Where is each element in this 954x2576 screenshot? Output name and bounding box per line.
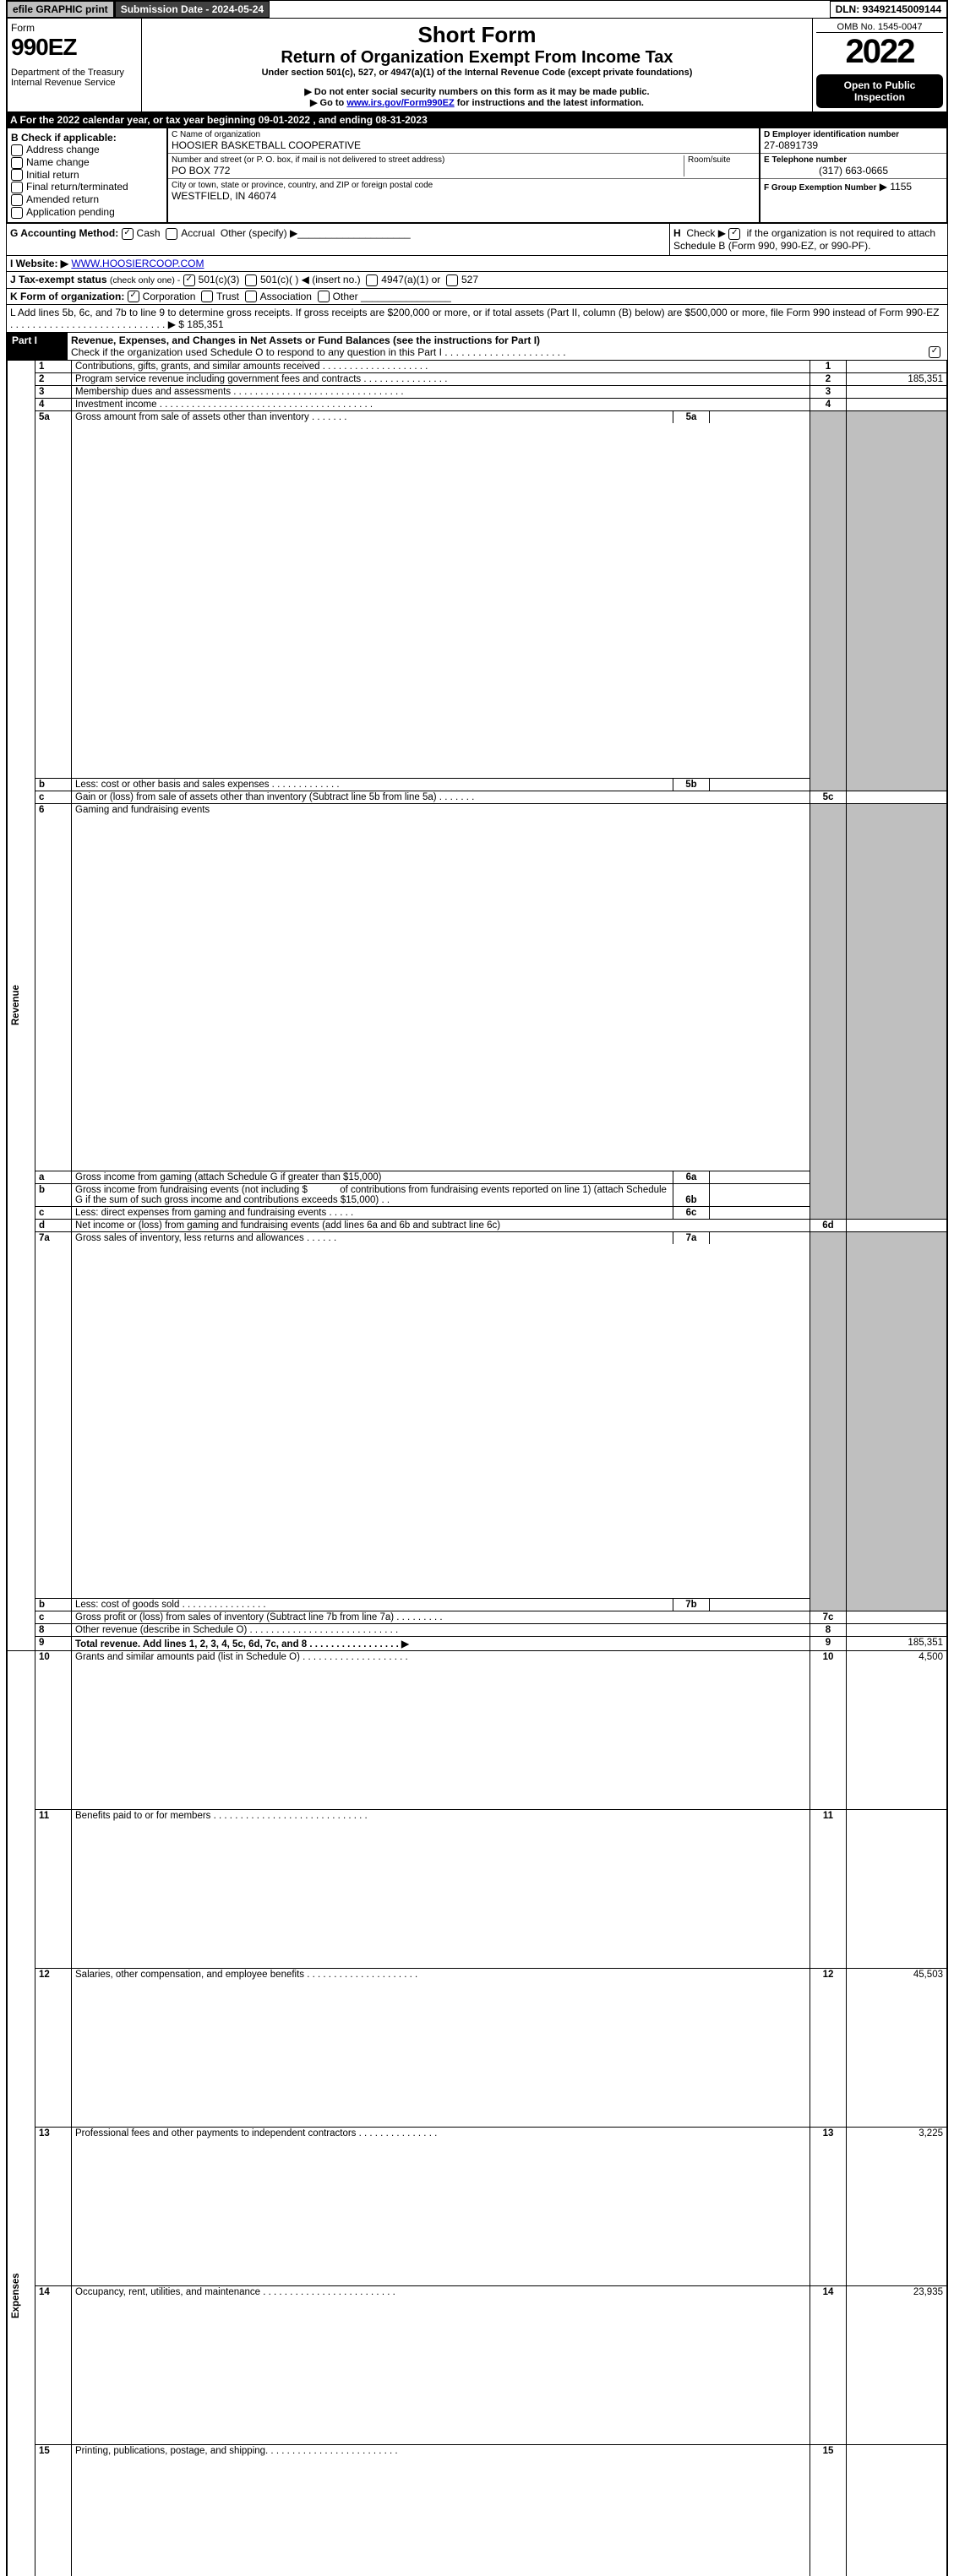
part-i-table: Revenue 1 Contributions, gifts, grants, … <box>7 360 947 2576</box>
chk-4947[interactable] <box>366 274 378 286</box>
goto-line: ▶ Go to www.irs.gov/Form990EZ for instru… <box>145 97 809 108</box>
section-h: H Check ▶ if the organization is not req… <box>669 224 947 255</box>
section-def: D Employer identification number 27-0891… <box>760 128 947 223</box>
line-7a-sub-amount <box>710 1232 810 1244</box>
efile-print-label: efile GRAPHIC print <box>7 1 115 18</box>
irs-link[interactable]: www.irs.gov/Form990EZ <box>346 98 454 108</box>
chk-h[interactable] <box>728 228 740 240</box>
line-7b-sub-amount <box>710 1599 810 1611</box>
chk-name-change[interactable]: Name change <box>11 156 163 169</box>
line-6a-sub-amount <box>710 1171 810 1183</box>
expenses-side-label: Expenses <box>8 1651 35 2576</box>
line-6d-amount <box>847 1219 947 1231</box>
line-3-amount <box>847 386 947 399</box>
org-name: HOOSIER BASKETBALL COOPERATIVE <box>172 139 755 151</box>
section-j: J Tax-exempt status (check only one) - 5… <box>7 271 947 288</box>
line-6c-sub-amount <box>710 1207 810 1219</box>
ein-value: 27-0891739 <box>764 139 943 151</box>
chk-cash[interactable] <box>122 228 134 240</box>
line-10-amount: 4,500 <box>847 1651 947 1810</box>
revenue-side-label: Revenue <box>8 361 35 1651</box>
chk-schedule-o[interactable] <box>929 346 940 358</box>
chk-corp[interactable] <box>128 291 139 302</box>
website-link[interactable]: WWW.HOOSIERCOOP.COM <box>71 258 204 269</box>
line-8-amount <box>847 1624 947 1637</box>
section-k: K Form of organization: Corporation Trus… <box>7 288 947 305</box>
part-i-header: Part I Revenue, Expenses, and Changes in… <box>7 332 947 360</box>
line-1-text: Contributions, gifts, grants, and simila… <box>72 361 810 373</box>
top-bar: efile GRAPHIC print Submission Date - 20… <box>7 1 947 18</box>
line-13-amount: 3,225 <box>847 2128 947 2286</box>
chk-app-pending[interactable]: Application pending <box>11 206 163 219</box>
section-a: A For the 2022 calendar year, or tax yea… <box>7 112 947 128</box>
line-6b-sub-amount <box>710 1184 810 1206</box>
dept-irs: Internal Revenue Service <box>11 78 138 88</box>
section-i: I Website: ▶ WWW.HOOSIERCOOP.COM <box>7 255 947 271</box>
return-title: Return of Organization Exempt From Incom… <box>145 48 809 68</box>
dept-treasury: Department of the Treasury <box>11 68 138 78</box>
chk-527[interactable] <box>446 274 458 286</box>
form-word: Form <box>11 22 138 34</box>
line-12-amount: 45,503 <box>847 1969 947 2128</box>
line-2-amount: 185,351 <box>847 373 947 386</box>
form-header: Form 990EZ Department of the Treasury In… <box>7 18 947 112</box>
line-11-amount <box>847 1810 947 1969</box>
line-5b-sub-amount <box>710 779 810 791</box>
section-g: G Accounting Method: Cash Accrual Other … <box>7 224 669 255</box>
line-5a-sub-amount <box>710 411 810 423</box>
omb-number: OMB No. 1545-0047 <box>816 22 943 33</box>
short-form-title: Short Form <box>145 22 809 48</box>
chk-final-return[interactable]: Final return/terminated <box>11 181 163 193</box>
chk-accrual[interactable] <box>166 228 177 240</box>
org-address: PO BOX 772 <box>172 165 684 177</box>
line-14-amount: 23,935 <box>847 2285 947 2444</box>
chk-501c[interactable] <box>245 274 257 286</box>
header-subtitle: Under section 501(c), 527, or 4947(a)(1)… <box>145 68 809 78</box>
chk-501c3[interactable] <box>183 274 195 286</box>
chk-trust[interactable] <box>201 291 213 302</box>
group-exemption-value: 1155 <box>890 181 912 193</box>
line-15-amount <box>847 2444 947 2576</box>
chk-amended[interactable]: Amended return <box>11 193 163 206</box>
chk-other-org[interactable] <box>318 291 330 302</box>
section-b: B Check if applicable: Address change Na… <box>7 128 167 223</box>
room-suite-label: Room/suite <box>684 155 755 177</box>
line-4-amount <box>847 399 947 411</box>
section-l: L Add lines 5b, 6c, and 7b to line 9 to … <box>7 304 947 332</box>
phone-value: (317) 663-0665 <box>764 165 943 177</box>
submission-date: Submission Date - 2024-05-24 <box>115 1 270 18</box>
org-city: WESTFIELD, IN 46074 <box>172 190 755 202</box>
chk-initial-return[interactable]: Initial return <box>11 169 163 182</box>
line-9-amount: 185,351 <box>847 1637 947 1651</box>
form-number: 990EZ <box>11 34 138 61</box>
tax-year: 2022 <box>816 33 943 71</box>
form-page: efile GRAPHIC print Submission Date - 20… <box>6 0 948 2576</box>
line-2-text: Program service revenue including govern… <box>72 373 810 386</box>
chk-address-change[interactable]: Address change <box>11 144 163 156</box>
line-5c-amount <box>847 791 947 804</box>
dln-label: DLN: 93492145009144 <box>830 1 947 18</box>
line-7c-amount <box>847 1611 947 1624</box>
open-public-badge: Open to Public Inspection <box>816 74 943 108</box>
line-1-amount <box>847 361 947 373</box>
section-c: C Name of organization HOOSIER BASKETBAL… <box>167 128 760 223</box>
header-warning: ▶ Do not enter social security numbers o… <box>145 86 809 97</box>
chk-assoc[interactable] <box>245 291 257 302</box>
